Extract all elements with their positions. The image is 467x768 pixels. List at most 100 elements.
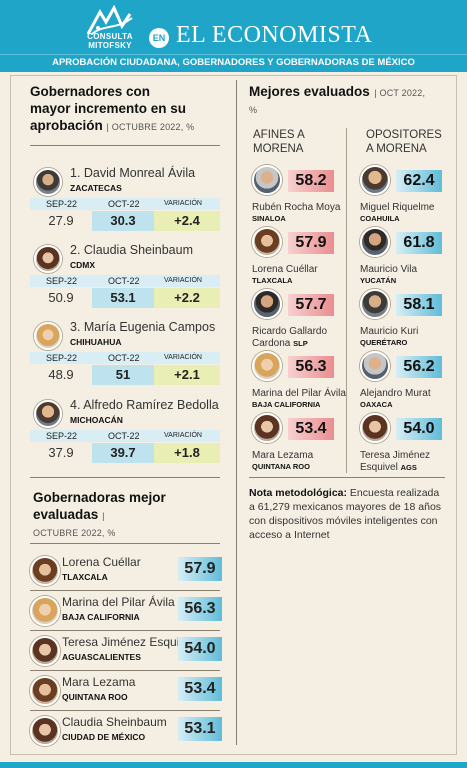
woman-name: Lorena Cuéllar xyxy=(62,555,141,569)
col-prev-label: SEP-22 xyxy=(46,276,78,286)
note-divider xyxy=(249,477,445,478)
woman-name: Marina del Pilar Ávila xyxy=(62,595,175,609)
content-frame xyxy=(10,75,457,755)
list-item: Marina del Pilar Ávila BAJA CALIFORNIA 5… xyxy=(28,593,222,631)
person-label: Lorena Cuéllar TLAXCALA xyxy=(252,264,318,285)
page-subtitle: APROBACIÓN CIUDADANA, GOBERNADORES Y GOB… xyxy=(0,54,467,72)
growth-row: 1. David Monreal Ávila ZACATECAS SEP-22 … xyxy=(30,166,220,240)
avatar xyxy=(34,322,62,350)
growth-title: Gobernadores con mayor incremento en su … xyxy=(30,83,194,136)
en-badge: EN xyxy=(149,28,169,48)
best-title-text: Mejores evaluados xyxy=(249,84,370,99)
avatar xyxy=(30,676,60,706)
header-banner: CONSULTA MITOFSKY EN EL ECONOMISTA xyxy=(0,0,467,54)
col-curr-label: OCT-22 xyxy=(108,276,140,286)
col-header-afines: AFINES A MORENA xyxy=(253,129,305,155)
growth-values: 37.9 39.7 +1.8 xyxy=(30,443,220,463)
avatar xyxy=(34,245,62,273)
woman-state: QUINTANA ROO xyxy=(62,692,128,702)
avatar xyxy=(34,168,62,196)
governor-name: 2. Claudia Sheinbaum xyxy=(70,243,193,257)
growth-values: 48.9 51 +2.1 xyxy=(30,365,220,385)
best-period-unit: % xyxy=(249,105,258,115)
growth-values: 50.9 53.1 +2.2 xyxy=(30,288,220,308)
growth-header: SEP-22 OCT-22 VARIACIÓN xyxy=(30,275,220,288)
woman-state: TLAXCALA xyxy=(62,572,108,582)
growth-period: | OCTUBRE 2022, % xyxy=(106,122,195,132)
woman-state: CIUDAD DE MÉXICO xyxy=(62,732,146,742)
growth-header: SEP-22 OCT-22 VARIACIÓN xyxy=(30,352,220,365)
list-item: 54.0 Teresa Jiménez Esquivel AGS xyxy=(360,413,455,475)
col-var-label: VARIACIÓN xyxy=(164,354,202,361)
avatar xyxy=(252,413,282,443)
governor-state: MICHOACÁN xyxy=(70,415,123,425)
score-badge: 58.1 xyxy=(396,294,442,316)
var-value: +2.1 xyxy=(154,365,220,385)
prev-value: 27.9 xyxy=(48,213,74,228)
women-period: OCTUBRE 2022, % xyxy=(33,528,116,538)
score-badge: 56.3 xyxy=(288,356,334,378)
growth-row: 3. María Eugenia Campos CHIHUAHUA SEP-22… xyxy=(30,320,220,394)
growth-row: 2. Claudia Sheinbaum CDMX SEP-22 OCT-22 … xyxy=(30,243,220,317)
curr-value: 30.3 xyxy=(92,211,154,231)
mitofsky-logo: CONSULTA MITOFSKY xyxy=(70,4,150,52)
women-title-line1: Gobernadoras mejor xyxy=(33,490,166,505)
brand-title: EL ECONOMISTA xyxy=(176,22,373,48)
best-col-divider xyxy=(346,128,347,473)
note-text: Encuesta realizada a 61,279 mexicanos ma… xyxy=(249,487,442,541)
governor-name: 1. David Monreal Ávila xyxy=(70,166,196,180)
score-badge: 54.0 xyxy=(396,418,442,440)
growth-title-line2: mayor incremento en su xyxy=(30,101,187,116)
logo-text: CONSULTA MITOFSKY xyxy=(87,32,133,50)
woman-name: Teresa Jiménez Esquivel xyxy=(62,635,195,649)
growth-values: 27.9 30.3 +2.4 xyxy=(30,211,220,231)
best-title: Mejores evaluados | OCT 2022, % xyxy=(249,83,449,119)
person-label: Alejandro Murat OAXACA xyxy=(360,388,431,409)
list-item: 62.4 Miguel Riquelme COAHUILA xyxy=(360,165,455,227)
col-prev-label: SEP-22 xyxy=(46,199,78,209)
footer-bar xyxy=(0,762,467,768)
col-var-label: VARIACIÓN xyxy=(164,277,202,284)
avatar xyxy=(252,165,282,195)
methodology-note: Nota metodológica: Encuesta realizada a … xyxy=(249,486,445,542)
list-item: 53.4 Mara Lezama QUINTANA ROO xyxy=(252,413,347,475)
list-item: 57.9 Lorena Cuéllar TLAXCALA xyxy=(252,227,347,289)
col-var-label: VARIACIÓN xyxy=(164,432,202,439)
list-item: 56.3 Marina del Pilar Ávila BAJA CALIFORN… xyxy=(252,351,347,413)
person-label: Mauricio Vila YUCATÁN xyxy=(360,264,418,285)
growth-title-line1: Gobernadores con xyxy=(30,84,151,99)
avatar xyxy=(30,596,60,626)
note-label: Nota metodológica: xyxy=(249,487,348,499)
var-value: +2.2 xyxy=(154,288,220,308)
avatar xyxy=(360,351,390,381)
avatar xyxy=(360,289,390,319)
list-item: Mara Lezama QUINTANA ROO 53.4 xyxy=(28,673,222,711)
list-item: 61.8 Mauricio Vila YUCATÁN xyxy=(360,227,455,289)
score-badge: 61.8 xyxy=(396,232,442,254)
person-label: Mara Lezama QUINTANA ROO xyxy=(252,450,314,471)
avatar xyxy=(30,636,60,666)
woman-score: 56.3 xyxy=(178,597,222,621)
col-curr-label: OCT-22 xyxy=(108,353,140,363)
woman-score: 53.4 xyxy=(178,677,222,701)
list-item: Claudia Sheinbaum CIUDAD DE MÉXICO 53.1 xyxy=(28,713,222,751)
col-prev-label: SEP-22 xyxy=(46,431,78,441)
governor-name: 3. María Eugenia Campos xyxy=(70,320,216,334)
person-label: Mauricio Kuri QUERÉTARO xyxy=(360,326,419,347)
var-value: +1.8 xyxy=(154,443,220,463)
women-divider xyxy=(30,543,220,544)
score-badge: 57.9 xyxy=(288,232,334,254)
person-label: Marina del Pilar Ávila BAJA CALIFORNIA xyxy=(252,388,346,409)
growth-title-line3: aprobación xyxy=(30,118,103,133)
avatar xyxy=(360,165,390,195)
growth-header: SEP-22 OCT-22 VARIACIÓN xyxy=(30,198,220,211)
curr-value: 39.7 xyxy=(92,443,154,463)
woman-score: 57.9 xyxy=(178,557,222,581)
avatar xyxy=(30,716,60,746)
list-item: 57.7 Ricardo Gallardo Cardona SLP xyxy=(252,289,347,351)
list-item: 58.1 Mauricio Kuri QUERÉTARO xyxy=(360,289,455,351)
avatar xyxy=(34,400,62,428)
col-var-label: VARIACIÓN xyxy=(164,200,202,207)
col-curr-label: OCT-22 xyxy=(108,431,140,441)
woman-name: Mara Lezama xyxy=(62,675,136,689)
